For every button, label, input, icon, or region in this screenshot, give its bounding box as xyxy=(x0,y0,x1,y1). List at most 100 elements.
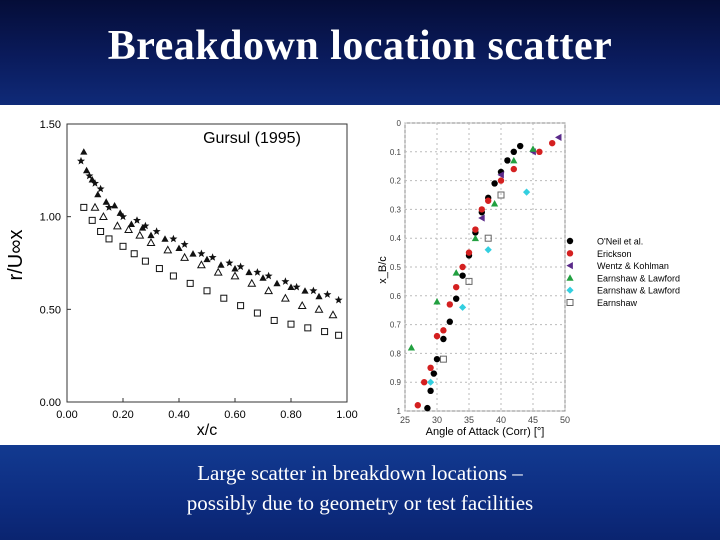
right-y-axis-label: x_B/c xyxy=(377,256,389,284)
left-data-point xyxy=(105,203,113,211)
left-data-point xyxy=(163,245,173,254)
legend-marker xyxy=(566,299,574,306)
left-data-point xyxy=(124,225,134,234)
left-data-point xyxy=(334,295,343,304)
right-data-point xyxy=(446,301,453,308)
right-data-point xyxy=(497,171,504,179)
left-data-point xyxy=(231,264,239,272)
right-data-point xyxy=(510,156,518,164)
left-x-tick-label: 0.60 xyxy=(224,409,245,421)
right-data-point xyxy=(529,145,537,152)
right-y-tick-label: 0.2 xyxy=(390,177,402,186)
left-data-point xyxy=(152,227,161,235)
left-data-point xyxy=(208,253,217,261)
left-data-point xyxy=(304,324,312,332)
left-data-point xyxy=(245,268,253,276)
left-data-point xyxy=(292,282,301,291)
left-data-point xyxy=(94,190,102,198)
right-data-point xyxy=(427,378,435,386)
right-data-point xyxy=(472,226,479,233)
left-data-point xyxy=(264,271,273,280)
left-data-point xyxy=(230,271,240,280)
left-data-point xyxy=(98,212,108,221)
left-x-tick-label: 0.80 xyxy=(280,409,301,421)
right-data-point xyxy=(491,180,498,187)
left-data-point xyxy=(196,260,206,269)
right-data-point xyxy=(484,234,492,242)
left-data-point xyxy=(155,265,163,273)
left-data-point xyxy=(335,331,343,339)
left-data-point xyxy=(96,184,105,193)
chart-annotation: Gursul (1995) xyxy=(203,130,301,147)
left-data-point xyxy=(323,290,332,298)
right-data-point xyxy=(453,295,460,302)
right-data-point xyxy=(471,234,479,242)
slide-header xyxy=(0,0,720,105)
right-y-tick-label: 0.4 xyxy=(390,234,402,243)
slide-footer xyxy=(0,445,720,540)
left-data-point xyxy=(280,293,290,302)
right-x-tick-label: 45 xyxy=(528,415,538,425)
left-y-tick-label: 0.00 xyxy=(40,397,61,409)
left-data-point xyxy=(189,250,197,257)
left-data-point xyxy=(130,250,138,258)
right-x-axis-label: Angle of Attack (Corr) [°] xyxy=(426,426,545,438)
left-data-point xyxy=(135,230,145,239)
left-data-point xyxy=(141,221,150,230)
left-data-point xyxy=(80,148,88,155)
right-data-point xyxy=(452,269,460,276)
left-data-point xyxy=(102,198,110,205)
right-data-point xyxy=(497,177,505,184)
left-data-point xyxy=(141,257,149,265)
left-data-point xyxy=(116,209,124,216)
right-data-point xyxy=(430,370,437,377)
right-data-point xyxy=(433,355,441,363)
legend-label: Erickson xyxy=(597,249,632,259)
legend-marker xyxy=(566,262,573,270)
left-data-point xyxy=(169,272,177,280)
caption-line-2: possibly due to geometry or test facilit… xyxy=(186,491,534,515)
left-data-point xyxy=(287,283,295,290)
right-data-point xyxy=(439,355,447,363)
legend-label: Wentz & Kohlman xyxy=(597,261,669,271)
angle-chart: x_B/c Angle of Attack (Corr) [°] 25 30 35 4… xyxy=(377,119,680,438)
left-data-point xyxy=(85,171,94,180)
right-data-point xyxy=(440,327,447,334)
left-data-point xyxy=(253,268,262,276)
left-plot-frame xyxy=(66,123,348,403)
left-data-point xyxy=(105,235,113,243)
legend-label: Earnshaw xyxy=(597,298,638,308)
left-data-point xyxy=(203,287,211,295)
left-data-point xyxy=(225,258,234,267)
left-data-point xyxy=(236,262,245,271)
right-x-tick-label: 40 xyxy=(496,415,506,425)
left-data-point xyxy=(217,261,225,268)
left-data-point xyxy=(139,224,147,231)
left-data-point xyxy=(80,203,88,211)
right-data-point xyxy=(424,404,431,412)
legend-label: O'Neil et al. xyxy=(597,237,643,247)
left-data-point xyxy=(77,156,85,165)
left-x-tick-label: 0.20 xyxy=(112,409,133,421)
left-data-point xyxy=(321,328,329,336)
left-data-point xyxy=(83,166,91,174)
left-data-point xyxy=(90,202,100,211)
left-data-point xyxy=(264,286,274,295)
legend-marker xyxy=(566,250,574,257)
left-x-axis-label: x/c xyxy=(197,422,217,439)
left-data-point xyxy=(328,310,338,319)
left-data-point xyxy=(180,240,189,248)
right-data-point xyxy=(510,148,517,155)
right-data-point xyxy=(536,148,543,155)
legend-marker xyxy=(566,237,574,245)
left-data-point xyxy=(127,220,135,227)
right-data-point xyxy=(523,188,531,196)
right-y-tick-label: 0.1 xyxy=(390,148,402,157)
left-data-point xyxy=(203,255,211,263)
left-ticks: 0.00 0.20 0.40 0.60 0.80 1.00 0.00 0.50 1.00 1.50 xyxy=(40,119,358,421)
right-data-point xyxy=(459,272,466,279)
left-data-point xyxy=(91,179,99,187)
legend-marker xyxy=(566,274,574,281)
left-data-point xyxy=(147,231,155,239)
left-data-point xyxy=(88,176,96,183)
